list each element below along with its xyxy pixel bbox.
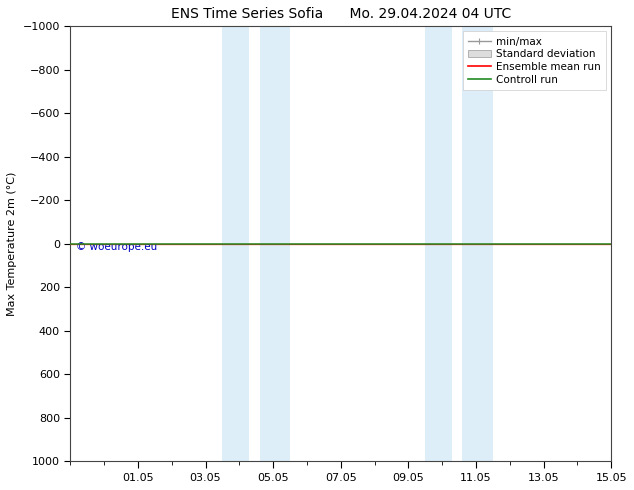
Bar <box>260 26 290 461</box>
Bar <box>223 26 250 461</box>
Y-axis label: Max Temperature 2m (°C): Max Temperature 2m (°C) <box>7 172 17 316</box>
Bar <box>425 26 452 461</box>
Legend: min/max, Standard deviation, Ensemble mean run, Controll run: min/max, Standard deviation, Ensemble me… <box>463 31 606 90</box>
Text: © woeurope.eu: © woeurope.eu <box>75 242 157 251</box>
Title: ENS Time Series Sofia      Mo. 29.04.2024 04 UTC: ENS Time Series Sofia Mo. 29.04.2024 04 … <box>171 7 511 21</box>
Bar <box>462 26 493 461</box>
